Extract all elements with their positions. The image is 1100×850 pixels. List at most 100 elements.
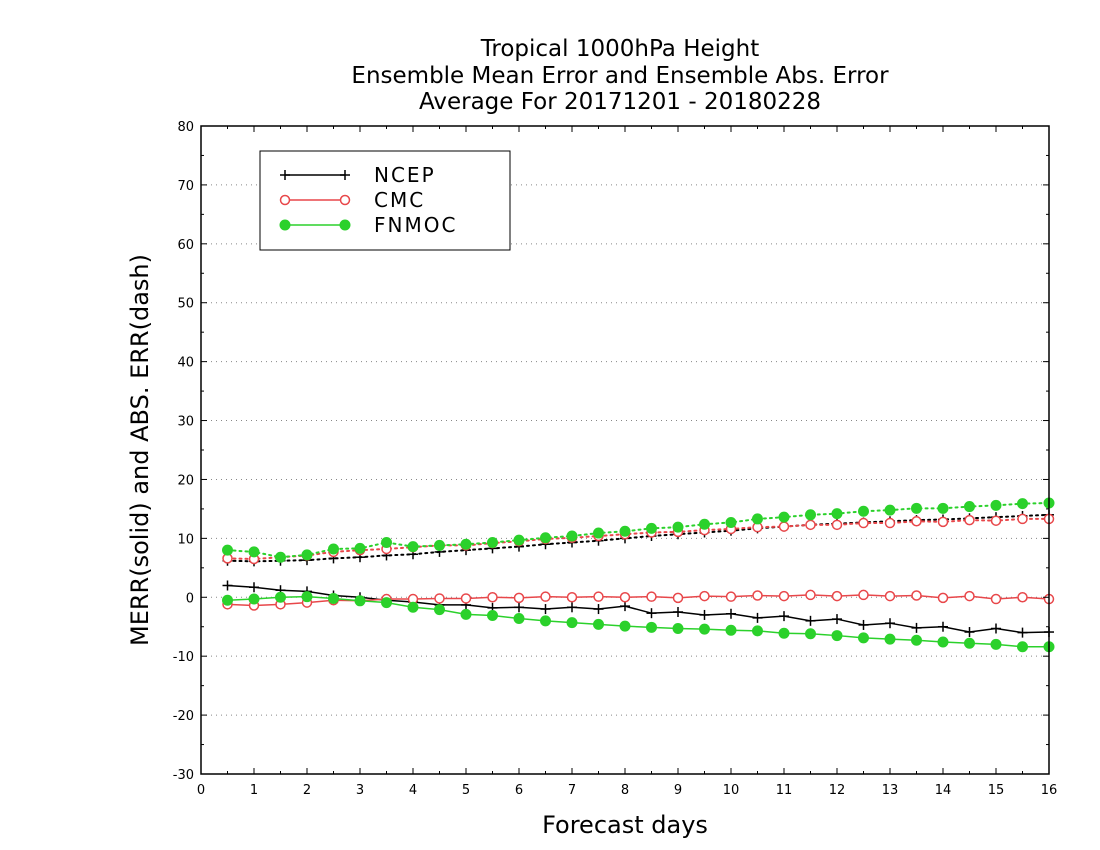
- merr-point: [566, 592, 578, 603]
- legend-entry-ncep: NCEP: [280, 163, 436, 187]
- y-tick-label: 80: [177, 120, 194, 135]
- series-fnmoc-merr: [222, 591, 1055, 653]
- chart-title-line-2: Ensemble Mean Error and Ensemble Abs. Er…: [351, 63, 889, 89]
- chart-title-line-3: Average For 20171201 - 20180228: [418, 89, 822, 115]
- y-tick-label: -20: [173, 709, 194, 724]
- abs-err-point: [831, 508, 843, 520]
- y-tick-label: 20: [177, 473, 194, 488]
- y-tick-label: 10: [177, 532, 194, 547]
- merr-line: [227, 584, 1050, 634]
- merr-point: [222, 580, 233, 591]
- legend-label: CMC: [374, 188, 425, 212]
- x-tick-label: 10: [723, 783, 740, 798]
- merr-point: [460, 593, 472, 604]
- merr-point: [460, 608, 472, 620]
- abs-err-point: [805, 509, 816, 521]
- abs-err-point: [937, 502, 949, 514]
- abs-err-point: [354, 542, 366, 554]
- merr-point: [434, 604, 445, 616]
- merr-point: [381, 597, 392, 609]
- merr-point: [752, 612, 763, 623]
- merr-point: [778, 590, 790, 602]
- merr-point: [513, 612, 525, 624]
- merr-point: [911, 622, 922, 633]
- merr-point: [513, 592, 525, 604]
- legend-marker-end: [339, 219, 351, 231]
- merr-point: [487, 610, 498, 622]
- merr-point: [619, 592, 631, 603]
- x-tick-label: 6: [515, 783, 523, 798]
- merr-point: [275, 591, 286, 603]
- x-tick-label: 9: [674, 783, 682, 798]
- merr-point: [672, 592, 684, 604]
- abs-err-point: [752, 513, 763, 525]
- legend-marker-start: [279, 219, 291, 231]
- y-tick-label: -30: [173, 768, 194, 783]
- abs-err-point: [566, 530, 578, 542]
- merr-point: [805, 615, 816, 626]
- abs-err-line: [226, 502, 1050, 559]
- merr-point: [699, 590, 710, 602]
- abs-err-point: [513, 534, 525, 546]
- abs-err-line: [226, 517, 1050, 560]
- merr-point: [964, 637, 975, 649]
- abs-err-point: [911, 502, 922, 514]
- merr-point: [354, 595, 366, 607]
- merr-point: [884, 590, 896, 602]
- abs-err-point: [460, 538, 472, 550]
- merr-point: [885, 618, 895, 629]
- abs-err-point: [964, 501, 975, 513]
- x-tick-label: 16: [1041, 783, 1058, 798]
- abs-err-point: [434, 539, 445, 551]
- legend-marker-end: [339, 194, 351, 206]
- merr-point: [858, 619, 869, 630]
- abs-err-point: [805, 519, 816, 531]
- abs-err-point: [487, 536, 498, 548]
- x-tick-label: 12: [829, 783, 846, 798]
- abs-err-point: [778, 511, 790, 523]
- abs-err-point: [619, 525, 631, 537]
- legend-label: NCEP: [374, 163, 436, 187]
- abs-err-point: [222, 544, 233, 556]
- y-tick-label: 70: [177, 179, 194, 194]
- merr-point: [514, 602, 524, 613]
- merr-point: [487, 592, 498, 603]
- y-tick-label: 0: [186, 591, 194, 606]
- series-cmc-abs-err: [222, 513, 1055, 565]
- abs-err-point: [831, 519, 843, 531]
- chart-title-line-1: Tropical 1000hPa Height: [480, 36, 760, 62]
- merr-point: [593, 604, 604, 615]
- abs-err-point: [937, 516, 949, 528]
- merr-point: [620, 601, 630, 612]
- merr-point: [593, 618, 604, 630]
- merr-point: [407, 601, 419, 613]
- merr-point: [778, 627, 790, 639]
- merr-point: [646, 591, 657, 602]
- x-axis-title: Forecast days: [542, 811, 708, 839]
- merr-point: [938, 621, 948, 632]
- x-tick-label: 3: [356, 783, 364, 798]
- merr-point: [646, 608, 657, 619]
- series-layer: [222, 497, 1055, 653]
- merr-point: [779, 611, 789, 622]
- x-tick-label: 0: [197, 783, 205, 798]
- merr-point: [990, 638, 1002, 650]
- merr-point: [249, 582, 259, 593]
- merr-point: [646, 621, 657, 633]
- x-tick-label: 13: [882, 783, 899, 798]
- merr-point: [567, 602, 577, 613]
- y-axis-title: MERR(solid) and ABS. ERR(dash): [126, 254, 154, 646]
- abs-err-point: [778, 521, 790, 532]
- abs-err-point: [540, 532, 551, 544]
- merr-point: [540, 604, 551, 615]
- merr-point: [831, 590, 843, 602]
- abs-err-point: [964, 514, 975, 526]
- abs-err-point: [1017, 498, 1028, 510]
- merr-point: [937, 636, 949, 648]
- series-ncep-abs-err: [222, 509, 1054, 567]
- merr-point: [222, 594, 233, 606]
- merr-point: [805, 628, 816, 640]
- merr-point: [619, 620, 631, 632]
